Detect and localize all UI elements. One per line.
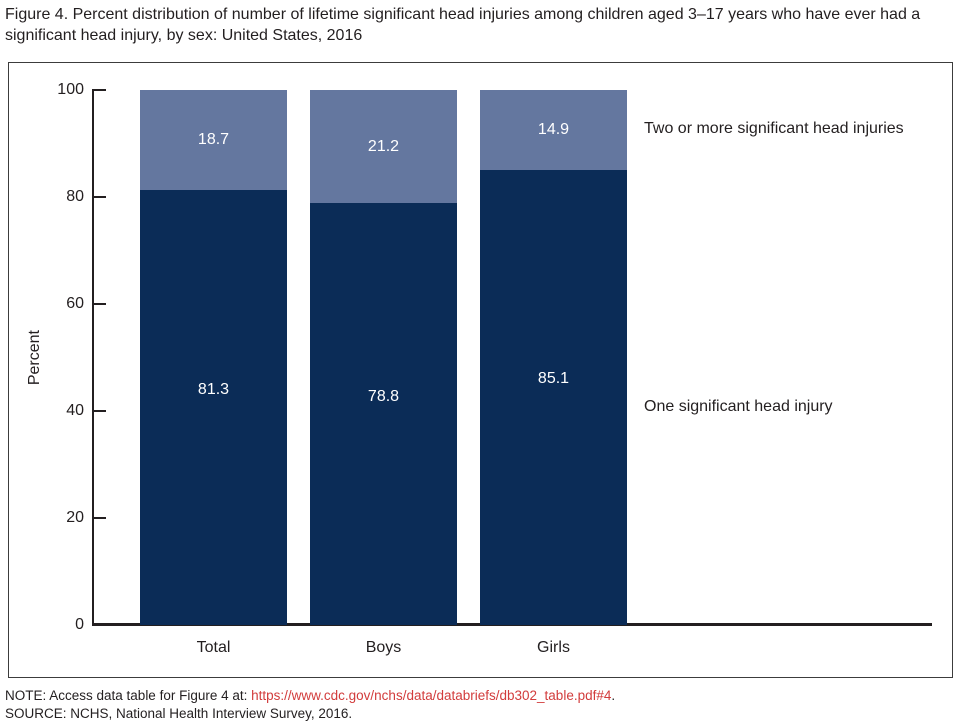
bar-segment-two-or-more — [480, 90, 627, 170]
value-label-one: 85.1 — [537, 370, 570, 388]
bar-segment-two-or-more — [310, 90, 457, 204]
note-line: NOTE: Access data table for Figure 4 at:… — [5, 687, 615, 705]
y-tick-mark — [92, 196, 106, 198]
y-tick-label: 0 — [75, 616, 84, 633]
y-tick-mark — [92, 517, 106, 519]
category-label: Girls — [537, 639, 570, 656]
value-label-two-or-more: 18.7 — [197, 131, 230, 149]
value-label-two-or-more: 21.2 — [367, 137, 400, 155]
y-tick-mark — [92, 624, 106, 626]
series-label-one-injury: One significant head injury — [644, 398, 833, 415]
value-label-two-or-more: 14.9 — [537, 120, 570, 138]
note-text: NOTE: Access data table for Figure 4 at: — [5, 688, 252, 703]
bar-segment-one — [310, 203, 457, 625]
note-suffix: . — [611, 688, 616, 703]
y-tick-mark — [92, 303, 106, 305]
y-tick-label: 20 — [66, 509, 84, 526]
y-axis-title: Percent — [24, 90, 46, 625]
bar-segment-one — [140, 190, 287, 625]
category-label: Boys — [365, 639, 402, 656]
data-table-link[interactable]: https://www.cdc.gov/nchs/data/databriefs… — [251, 688, 612, 703]
category-label: Total — [196, 639, 231, 656]
y-tick-mark — [92, 89, 106, 91]
source-line: SOURCE: NCHS, National Health Interview … — [5, 706, 353, 721]
y-tick-label: 80 — [66, 188, 84, 205]
bar-segment-one — [480, 169, 627, 625]
figure-title: Figure 4. Percent distribution of number… — [5, 6, 921, 44]
y-tick-label: 60 — [66, 295, 84, 312]
y-axis-line — [92, 90, 94, 626]
y-tick-label: 40 — [66, 402, 84, 419]
y-axis-title-text: Percent — [26, 329, 43, 386]
y-tick-label: 100 — [57, 81, 84, 98]
value-label-one: 81.3 — [197, 381, 230, 399]
y-tick-mark — [92, 410, 106, 412]
footnotes: NOTE: Access data table for Figure 4 at:… — [5, 687, 615, 723]
bar-segment-two-or-more — [140, 90, 287, 191]
series-label-two-or-more-injuries: Two or more significant head injuries — [644, 120, 904, 137]
value-label-one: 78.8 — [367, 388, 400, 406]
